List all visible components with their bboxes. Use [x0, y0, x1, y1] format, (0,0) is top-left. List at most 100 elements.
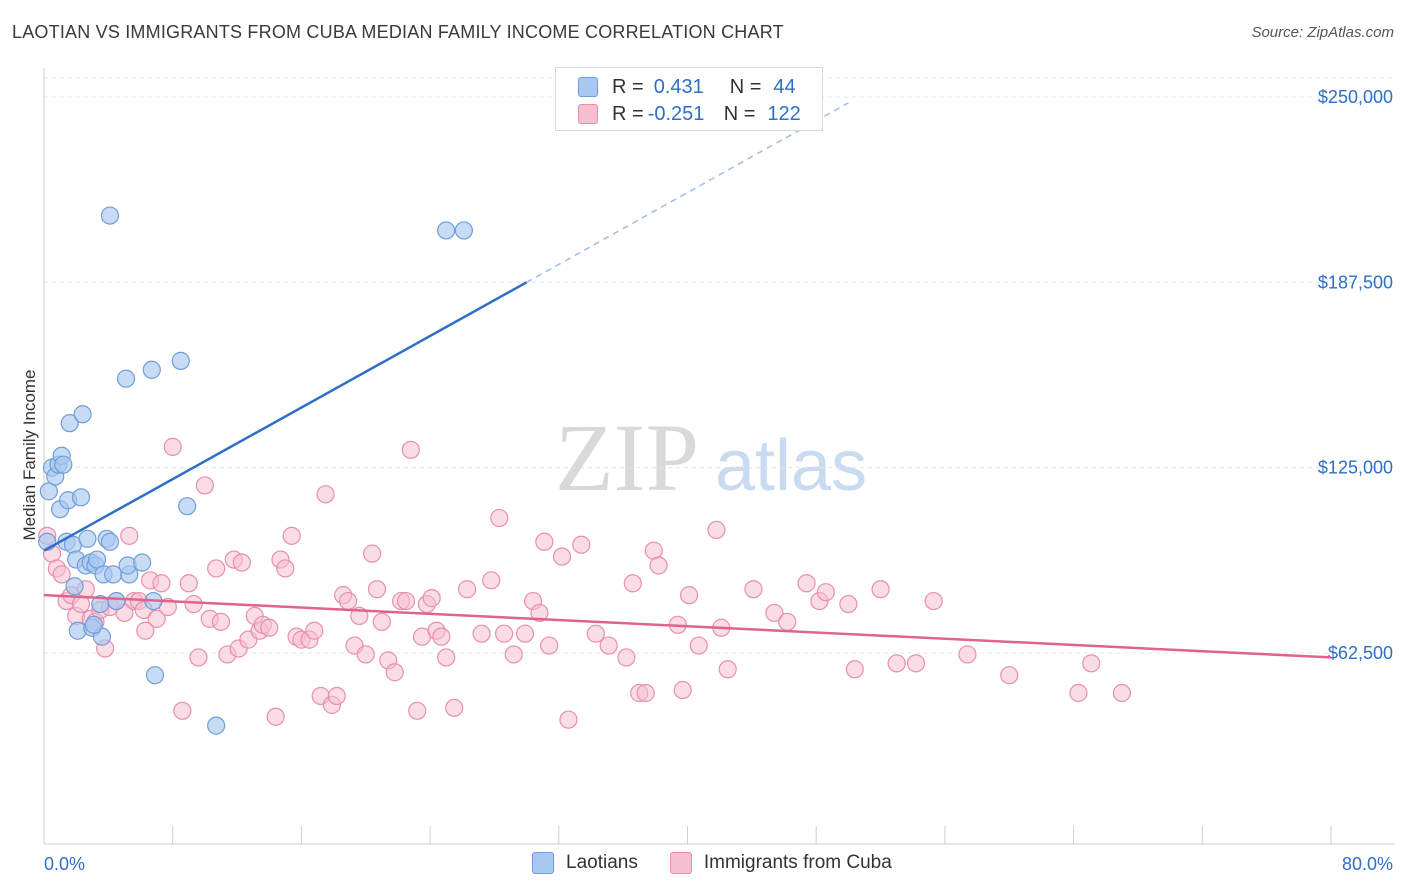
- cuba-point: [718, 660, 737, 679]
- cuba-point: [515, 624, 535, 643]
- cuba-point: [266, 707, 285, 726]
- y-axis-label: Median Family Income: [20, 369, 39, 541]
- cuba-point: [52, 565, 71, 584]
- cuba-point: [152, 574, 171, 593]
- cuba-point: [1082, 654, 1101, 673]
- cuba-point: [744, 580, 763, 599]
- y-tick-label: $250,000: [1318, 87, 1393, 107]
- cuba-point: [797, 574, 816, 593]
- cuba-point: [316, 485, 335, 504]
- cuba-point: [356, 645, 375, 664]
- cuba-trend-line: [43, 593, 1332, 659]
- cuba-point: [1000, 666, 1019, 685]
- cuba-point: [495, 624, 514, 643]
- cuba-point: [432, 627, 451, 646]
- cuba-point: [385, 663, 404, 682]
- legend-label-laotians: Laotians: [566, 852, 638, 873]
- laotian-point: [142, 360, 161, 379]
- laotian-point: [171, 351, 190, 370]
- cuba-point: [437, 648, 456, 667]
- cuba-point: [1069, 683, 1088, 703]
- cuba-point: [958, 645, 977, 664]
- legend-label-cuba: Immigrants from Cuba: [703, 852, 892, 873]
- cuba-point: [338, 591, 358, 611]
- watermark: ZIP atlas: [555, 404, 867, 511]
- laotian-point: [73, 405, 92, 424]
- x-tick-labels: 0.0% 80.0%: [44, 854, 1393, 874]
- r-value-laotians: 0.431: [653, 75, 704, 98]
- cuba-point: [147, 609, 166, 628]
- legend-swatch-cuba: [669, 852, 692, 874]
- x-tick-label: 80.0%: [1342, 854, 1393, 874]
- laotian-point: [71, 488, 91, 507]
- cuba-point: [136, 621, 155, 640]
- cuba-point: [504, 645, 523, 664]
- cuba-point: [396, 591, 416, 611]
- cuba-points: [38, 437, 1131, 729]
- cuba-point: [871, 580, 890, 599]
- legend-swatch-laotians: [578, 77, 598, 97]
- cuba-point: [623, 574, 642, 593]
- n-label: N =: [729, 75, 762, 98]
- laotian-trend-line: [43, 281, 528, 552]
- laotian-point: [178, 497, 197, 516]
- cuba-point: [372, 612, 391, 631]
- cuba-point: [530, 603, 549, 623]
- cuba-point: [327, 686, 346, 706]
- cuba-point: [559, 710, 578, 729]
- cuba-point: [120, 526, 139, 545]
- cuba-point: [232, 553, 251, 572]
- laotian-point: [84, 615, 103, 634]
- laotian-point: [454, 221, 473, 240]
- r-label: R =: [612, 75, 644, 98]
- cuba-point: [363, 544, 382, 563]
- cuba-point: [482, 571, 501, 590]
- cuba-point: [207, 559, 226, 578]
- cuba-point: [179, 574, 198, 593]
- cuba-point: [535, 532, 554, 551]
- cuba-point: [195, 476, 214, 495]
- laotian-point: [107, 591, 126, 611]
- legend-item-cuba: Immigrants from Cuba: [669, 852, 892, 874]
- cuba-point: [845, 660, 864, 679]
- cuba-point: [422, 589, 441, 608]
- cuba-point: [839, 594, 858, 614]
- watermark-atlas: atlas: [715, 426, 867, 506]
- cuba-point: [401, 440, 420, 459]
- cuba-point: [458, 580, 477, 599]
- laotian-point: [65, 577, 84, 596]
- y-tick-label: $62,500: [1328, 643, 1393, 663]
- cuba-point: [689, 636, 708, 655]
- cuba-point: [906, 654, 926, 673]
- legend-swatch-cuba: [578, 104, 598, 124]
- n-value-cuba: 122: [767, 102, 801, 125]
- cuba-point: [260, 618, 279, 637]
- legend-swatch-laotians: [532, 852, 554, 874]
- cuba-point: [552, 547, 572, 566]
- cuba-point: [673, 680, 692, 700]
- laotian-point: [207, 716, 226, 735]
- laotian-point: [54, 455, 73, 474]
- x-tick-label: 0.0%: [44, 854, 85, 874]
- series-legend: Laotians Immigrants from Cuba: [532, 852, 924, 874]
- source-credit: Source: ZipAtlas.com: [1251, 24, 1394, 41]
- y-tick-label: $125,000: [1318, 458, 1393, 478]
- cuba-point: [163, 437, 182, 456]
- cuba-point: [636, 683, 655, 703]
- cuba-point: [276, 559, 295, 578]
- cuba-point: [887, 654, 906, 673]
- laotian-point: [116, 369, 136, 388]
- laotian-point: [100, 206, 120, 225]
- legend-row-cuba: R = -0.251 N = 122: [578, 101, 801, 127]
- laotian-point: [100, 532, 120, 551]
- legend-item-laotians: Laotians: [532, 852, 638, 874]
- cuba-point: [367, 580, 387, 599]
- cuba-point: [490, 508, 509, 528]
- cuba-point: [586, 624, 605, 643]
- laotian-point: [133, 553, 152, 572]
- cuba-point: [184, 594, 203, 614]
- cuba-point: [1112, 683, 1131, 703]
- cuba-point: [924, 591, 943, 611]
- cuba-point: [707, 520, 726, 540]
- cuba-point: [540, 636, 559, 655]
